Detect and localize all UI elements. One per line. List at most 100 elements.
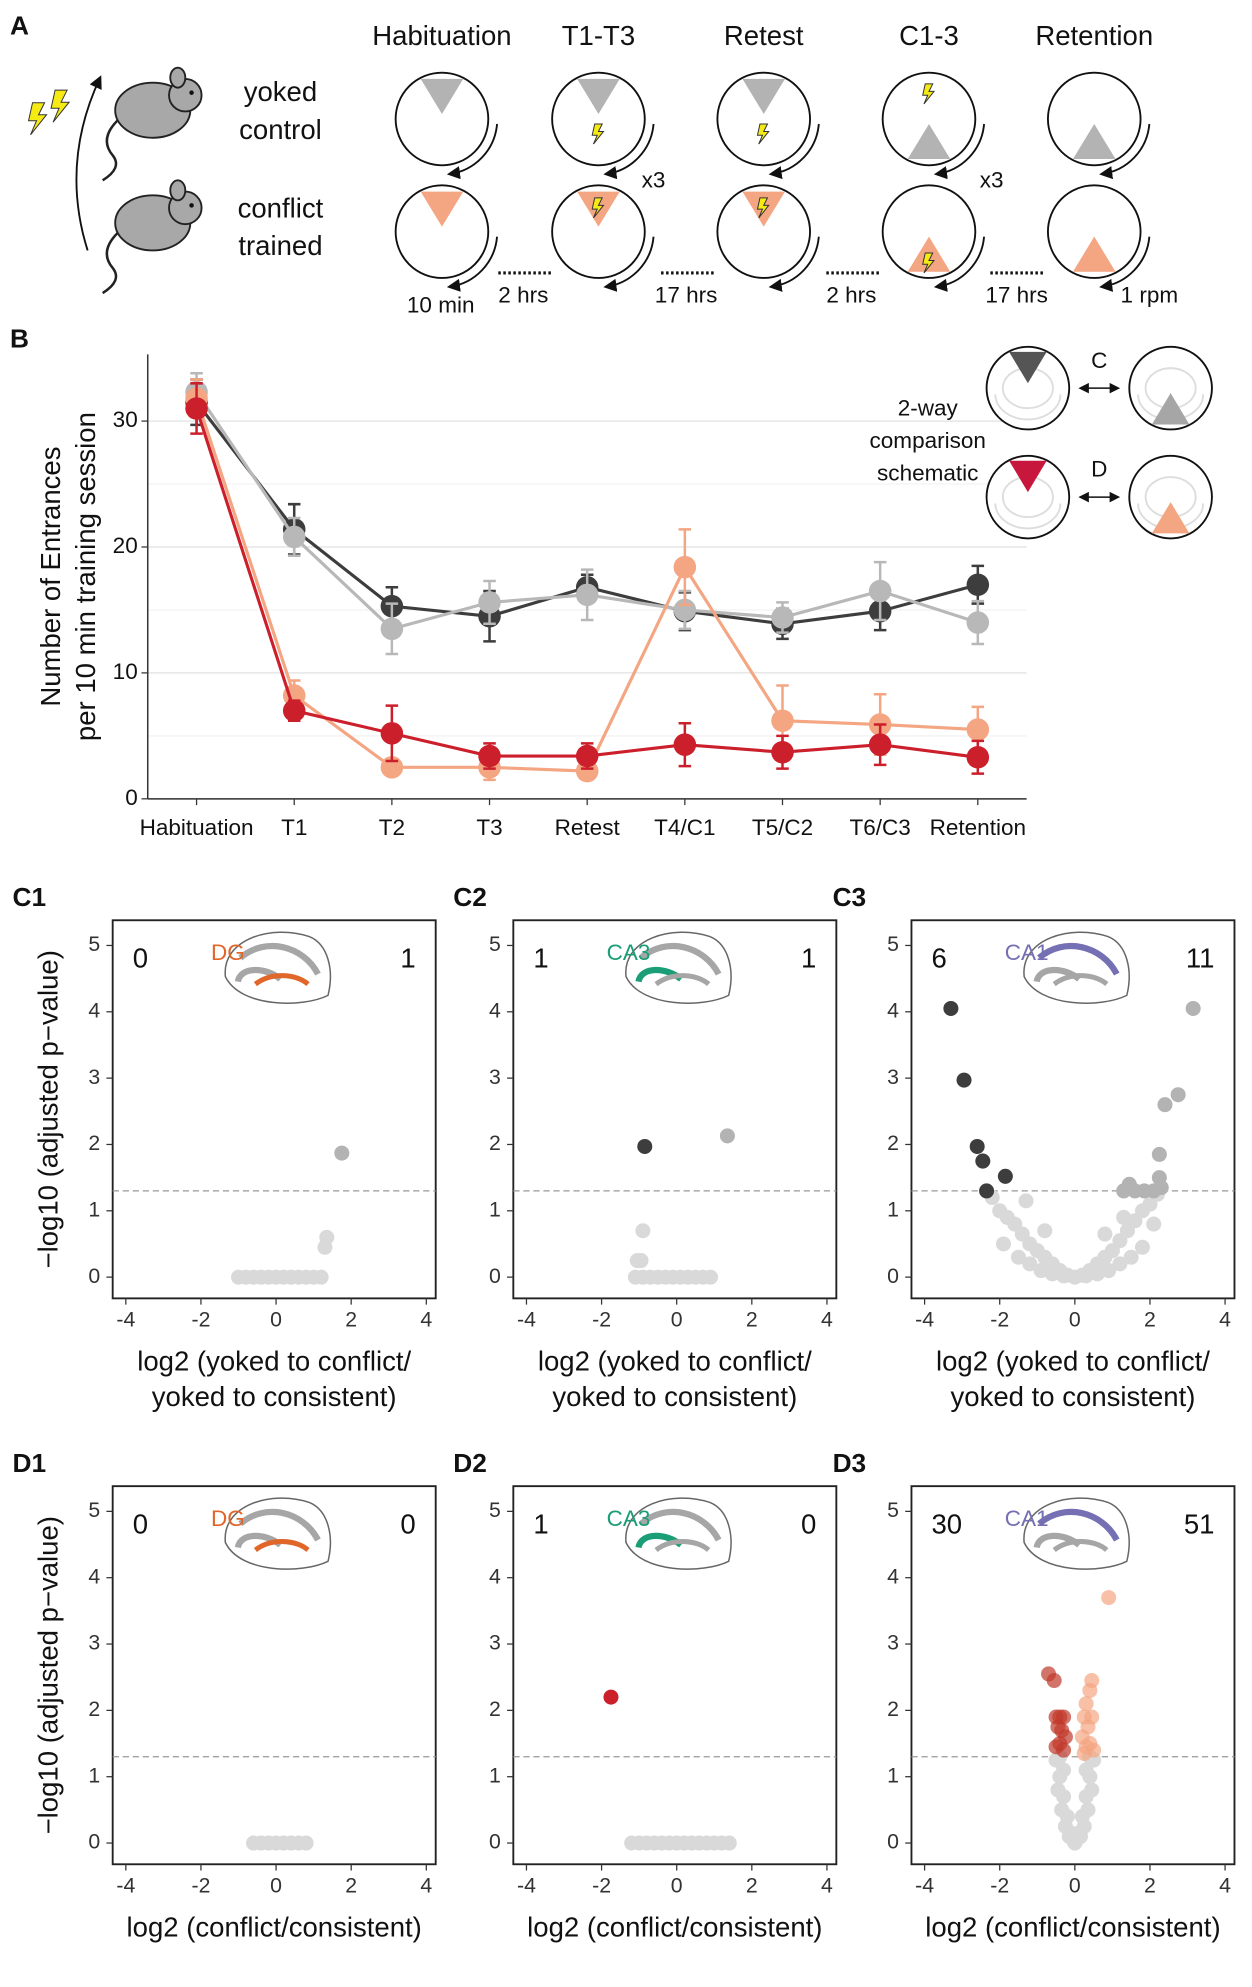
hippocampus-dg bbox=[654, 973, 711, 987]
x-tick-label: -2 bbox=[990, 1308, 1009, 1332]
arena bbox=[551, 71, 646, 167]
point bbox=[721, 1835, 737, 1851]
row-label: trained bbox=[238, 230, 322, 261]
point bbox=[1078, 1268, 1094, 1284]
stage-title: Habituation bbox=[372, 20, 511, 51]
rotation-arrow bbox=[603, 236, 655, 292]
point bbox=[1078, 1762, 1094, 1778]
count-left: 0 bbox=[133, 943, 148, 974]
count-left: 30 bbox=[931, 1509, 962, 1540]
point bbox=[1033, 1262, 1049, 1279]
point bbox=[702, 1269, 719, 1285]
rotation-arrow bbox=[933, 236, 986, 292]
mouse-eye bbox=[189, 90, 194, 95]
y-tick-label: 1 bbox=[887, 1763, 899, 1787]
point bbox=[868, 579, 892, 603]
stage-title: C1-3 bbox=[899, 20, 959, 51]
y-tick-label: 30 bbox=[113, 407, 138, 432]
point bbox=[298, 1835, 314, 1851]
x-tick-label: 2 bbox=[746, 1873, 758, 1897]
mouse-tail bbox=[101, 119, 119, 182]
rotation-arrow bbox=[603, 123, 655, 180]
point bbox=[478, 744, 501, 768]
point bbox=[1151, 1146, 1167, 1162]
point bbox=[1076, 1745, 1092, 1762]
hippocampus-ca bbox=[238, 942, 321, 976]
x-axis-title: yoked to consistent) bbox=[951, 1381, 1196, 1412]
x-tick-label: 4 bbox=[420, 1873, 432, 1897]
y-tick-label: 20 bbox=[113, 533, 138, 558]
count-right: 1 bbox=[400, 943, 415, 974]
hippocampus-ca bbox=[638, 1508, 722, 1542]
shock-zone bbox=[1072, 236, 1116, 272]
point bbox=[966, 718, 990, 741]
point bbox=[1056, 1268, 1072, 1284]
row-label: conflict bbox=[238, 193, 324, 224]
point bbox=[1112, 1256, 1128, 1272]
duration-label: 17 hrs bbox=[655, 283, 718, 308]
count-right: 0 bbox=[801, 1509, 816, 1540]
point bbox=[771, 709, 794, 733]
point bbox=[1056, 1742, 1072, 1758]
point bbox=[979, 1183, 995, 1199]
y-tick-label: 5 bbox=[489, 1498, 501, 1522]
point bbox=[966, 745, 990, 769]
y-axis-title: Number of Entrances bbox=[35, 447, 66, 707]
point bbox=[1018, 1193, 1034, 1209]
x-tick-label: 0 bbox=[1069, 1308, 1081, 1332]
count-left: 6 bbox=[931, 943, 946, 974]
y-tick-label: 3 bbox=[887, 1631, 899, 1655]
x-axis-title: log2 (yoked to conflict/ bbox=[936, 1346, 1210, 1377]
inset-zone bbox=[1151, 393, 1190, 425]
y-tick-label: 0 bbox=[887, 1264, 899, 1288]
point bbox=[1056, 1762, 1072, 1778]
point bbox=[966, 611, 990, 634]
arena bbox=[881, 71, 977, 167]
point bbox=[635, 1223, 651, 1239]
panel-label: C2 bbox=[453, 882, 487, 912]
point bbox=[1054, 1802, 1070, 1818]
point bbox=[1037, 1223, 1053, 1239]
point bbox=[1134, 1239, 1150, 1255]
mouse-eye bbox=[189, 203, 194, 208]
x-tick-label: -2 bbox=[191, 1308, 210, 1332]
shock-icon bbox=[591, 123, 605, 145]
point bbox=[185, 397, 208, 420]
point bbox=[975, 1153, 991, 1169]
repeat-label: x3 bbox=[642, 168, 666, 193]
arena bbox=[394, 184, 490, 279]
point bbox=[1044, 1266, 1060, 1282]
point bbox=[603, 1689, 619, 1705]
hippocampus-ca bbox=[1037, 1508, 1120, 1542]
point bbox=[1069, 1832, 1085, 1848]
y-axis-title: per 10 min training session bbox=[70, 412, 101, 741]
arena bbox=[881, 184, 977, 279]
y-tick-label: 2 bbox=[88, 1131, 100, 1155]
y-tick-label: 5 bbox=[887, 932, 899, 956]
region-label: CA3 bbox=[607, 1506, 651, 1531]
point bbox=[1022, 1256, 1038, 1272]
stage-title: T1-T3 bbox=[562, 20, 635, 51]
y-axis-title: −log10 (adjusted p−value) bbox=[32, 950, 63, 1268]
shock-zone bbox=[742, 78, 786, 114]
x-tick-label: T4/C1 bbox=[654, 815, 715, 840]
hippocampus-dg bbox=[1052, 973, 1109, 987]
y-tick-label: 0 bbox=[125, 785, 138, 810]
y-tick-label: 5 bbox=[887, 1498, 899, 1522]
shock-zone bbox=[577, 78, 620, 114]
point bbox=[1097, 1226, 1113, 1242]
region-label: DG bbox=[211, 940, 245, 965]
x-tick-label: Retention bbox=[930, 815, 1026, 840]
x-tick-label: 4 bbox=[821, 1308, 833, 1332]
y-tick-label: 3 bbox=[88, 1065, 100, 1089]
shock-icon bbox=[922, 252, 936, 274]
point bbox=[997, 1168, 1013, 1184]
x-tick-label: T3 bbox=[476, 815, 502, 840]
y-tick-label: 3 bbox=[489, 1631, 501, 1655]
row-label: control bbox=[239, 114, 322, 145]
y-tick-label: 1 bbox=[88, 1763, 100, 1787]
arena bbox=[716, 184, 811, 279]
count-left: 1 bbox=[533, 943, 548, 974]
count-right: 1 bbox=[801, 943, 816, 974]
point bbox=[673, 733, 697, 756]
